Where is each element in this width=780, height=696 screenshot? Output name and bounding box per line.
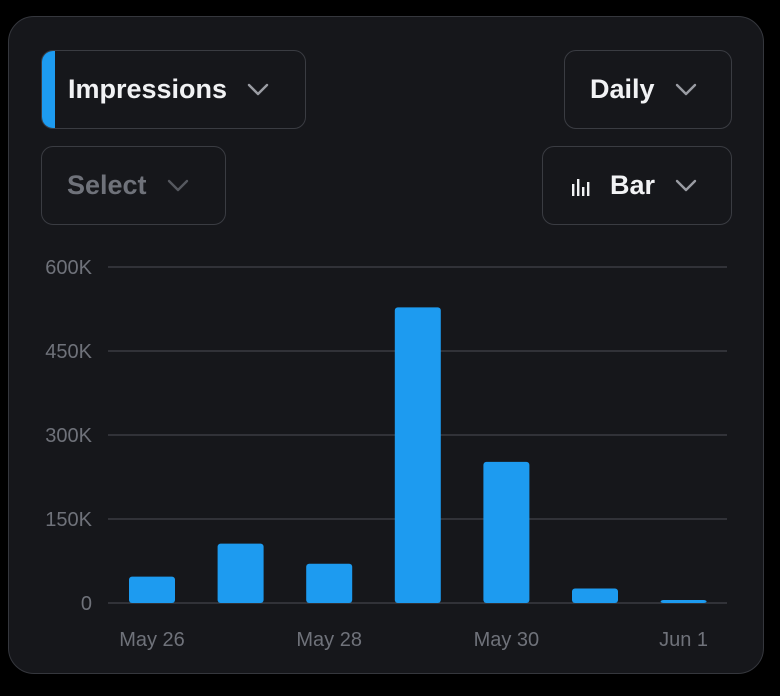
- y-tick-label: 450K: [45, 341, 92, 363]
- bar: [572, 588, 618, 603]
- chart-type-dropdown[interactable]: Bar: [542, 146, 732, 225]
- compare-select-placeholder: Select: [67, 170, 147, 200]
- period-dropdown[interactable]: Daily: [564, 50, 732, 129]
- analytics-card: Impressions Daily Select Bar: [8, 16, 764, 674]
- bar: [129, 576, 175, 603]
- bar-chart-icon: [572, 178, 590, 196]
- chevron-down-icon: [167, 179, 188, 191]
- x-tick-label: May 30: [474, 629, 540, 651]
- x-tick-label: May 28: [296, 629, 362, 651]
- x-tick-label: Jun 1: [659, 629, 708, 651]
- bar: [660, 600, 707, 603]
- y-tick-label: 600K: [45, 257, 92, 279]
- bar: [483, 461, 530, 603]
- chart-type-label: Bar: [610, 170, 656, 200]
- compare-select-dropdown[interactable]: Select: [41, 146, 226, 225]
- metric-dropdown[interactable]: Impressions: [41, 50, 306, 129]
- y-tick-label: 0: [81, 593, 92, 615]
- bar: [217, 543, 264, 603]
- chevron-down-icon: [675, 83, 696, 95]
- x-tick-label: May 26: [119, 629, 185, 651]
- metric-accent-bar: [42, 51, 55, 128]
- chevron-down-icon: [675, 179, 697, 191]
- period-dropdown-label: Daily: [590, 74, 655, 104]
- metric-dropdown-label: Impressions: [68, 74, 228, 104]
- chevron-down-icon: [247, 83, 269, 95]
- y-tick-label: 300K: [45, 425, 92, 447]
- bar: [394, 307, 441, 603]
- bar: [306, 563, 353, 603]
- y-tick-label: 150K: [45, 509, 92, 531]
